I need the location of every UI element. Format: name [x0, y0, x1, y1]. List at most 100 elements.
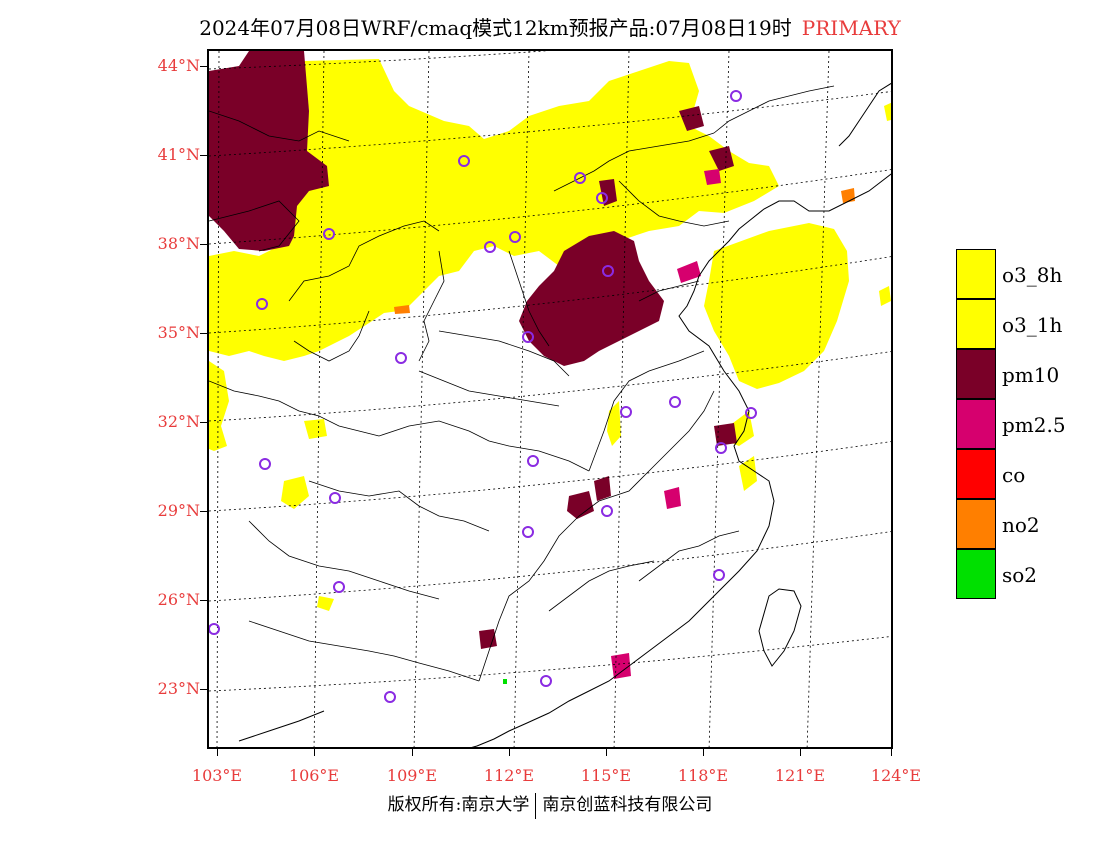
legend-label: pm10: [1002, 363, 1060, 387]
lon-tick: [217, 749, 218, 756]
station-marker: [601, 505, 613, 517]
station-marker: [209, 623, 220, 635]
lon-label: 106°E: [288, 766, 340, 785]
lon-tick: [606, 749, 607, 756]
copyright-right: 南京创蓝科技有限公司: [542, 795, 713, 815]
lat-label: 29°N: [157, 501, 200, 520]
pm25-patch-1: [677, 261, 701, 283]
lat-tick: [200, 66, 207, 67]
legend-label: o3_1h: [1002, 313, 1063, 337]
station-marker: [484, 241, 496, 253]
ozone-region-yellow-sea: [704, 223, 849, 389]
ozone-patch-6: [879, 286, 891, 306]
lat-tick: [200, 422, 207, 423]
legend-swatch: [956, 249, 996, 299]
forecast-map: [209, 51, 891, 747]
pm10-patch-east: [679, 106, 704, 131]
lon-tick: [314, 749, 315, 756]
copyright-left: 版权所有:南京大学: [387, 795, 530, 815]
lon-tick: [509, 749, 510, 756]
station-marker: [602, 265, 614, 277]
legend-label: o3_8h: [1002, 263, 1063, 287]
lon-label: 115°E: [580, 766, 632, 785]
pm10-region-north-china: [519, 231, 664, 366]
ozone-region-southwest: [209, 361, 229, 451]
lat-label: 41°N: [157, 145, 200, 164]
pm10-patch-northeast: [709, 146, 734, 171]
ozone-patch-3: [607, 401, 621, 446]
ozone-patch-2: [304, 419, 327, 439]
lon-label: 103°E: [191, 766, 243, 785]
lat-label: 26°N: [157, 590, 200, 609]
pm10-region-northwest: [209, 51, 329, 251]
title-text: 2024年07月08日WRF/cmaq模式12km预报产品:07月08日19时: [199, 16, 792, 40]
coastline: [238, 82, 891, 747]
pm10-patch-south-2: [594, 476, 611, 501]
legend-swatch: [956, 299, 996, 349]
station-marker: [323, 228, 335, 240]
legend-label: no2: [1002, 513, 1040, 537]
station-marker: [527, 455, 539, 467]
pm10-patch-south-1: [567, 491, 594, 519]
station-marker: [458, 155, 470, 167]
legend-label: so2: [1002, 563, 1038, 587]
map-panel: [207, 49, 893, 749]
ozone-patch-8: [884, 102, 891, 121]
so2-patch: [503, 679, 507, 684]
lon-tick: [703, 749, 704, 756]
station-marker: [745, 407, 757, 419]
product-tag: PRIMARY: [801, 16, 901, 40]
station-marker: [333, 581, 345, 593]
station-marker: [522, 331, 534, 343]
station-marker: [596, 192, 608, 204]
pm25-patch-4: [704, 169, 721, 185]
station-marker: [395, 352, 407, 364]
ozone-patch-7: [317, 596, 334, 611]
station-marker: [620, 406, 632, 418]
lat-label: 38°N: [157, 234, 200, 253]
copyright-footer: 版权所有:南京大学 南京创蓝科技有限公司: [0, 790, 1100, 819]
station-marker: [540, 675, 552, 687]
lat-tick: [200, 155, 207, 156]
pollutant-layer: [209, 51, 891, 684]
lon-label: 109°E: [386, 766, 438, 785]
graticule: [209, 51, 891, 747]
legend-swatch: [956, 449, 996, 499]
legend-swatch: [956, 349, 996, 399]
lon-label: 112°E: [483, 766, 535, 785]
pm10-patch-south-3: [479, 629, 497, 649]
station-marker: [730, 90, 742, 102]
legend-swatch: [956, 549, 996, 599]
legend-label: co: [1002, 463, 1026, 487]
station-marker: [509, 231, 521, 243]
lon-label: 118°E: [677, 766, 729, 785]
lon-label: 124°E: [870, 766, 922, 785]
lat-tick: [200, 333, 207, 334]
lat-tick: [200, 244, 207, 245]
lat-label: 32°N: [157, 412, 200, 431]
ozone-patch-5: [739, 456, 757, 491]
ozone-patch-1: [281, 476, 309, 509]
pm25-patch-2: [611, 653, 631, 679]
station-marker: [522, 526, 534, 538]
lat-label: 35°N: [157, 323, 200, 342]
station-marker: [256, 298, 268, 310]
station-marker: [574, 172, 586, 184]
pm25-patch-3: [664, 487, 681, 509]
pm10-patch-south-4: [714, 423, 737, 446]
no2-patch: [841, 188, 855, 203]
lon-tick: [800, 749, 801, 756]
province-boundaries: [209, 85, 835, 682]
lat-label: 23°N: [157, 679, 200, 698]
station-markers: [209, 90, 757, 703]
lat-tick: [200, 511, 207, 512]
pm10-patch-north: [599, 179, 617, 206]
station-marker: [715, 442, 727, 454]
footer-divider: [535, 792, 537, 819]
lat-tick: [200, 600, 207, 601]
station-marker: [669, 396, 681, 408]
legend-label: pm2.5: [1002, 413, 1066, 437]
lon-label: 121°E: [774, 766, 826, 785]
station-marker: [384, 691, 396, 703]
legend-swatch: [956, 399, 996, 449]
